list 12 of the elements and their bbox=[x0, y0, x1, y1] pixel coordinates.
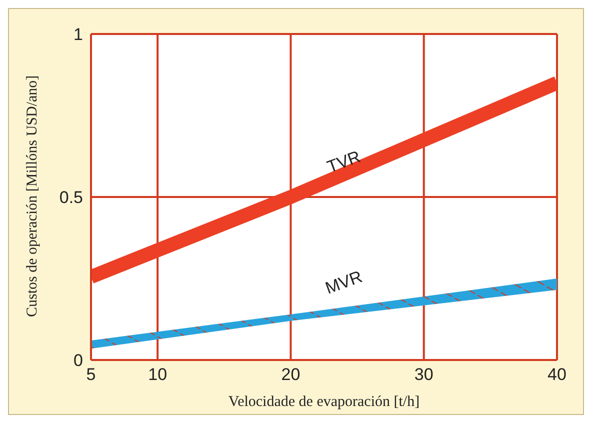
x-axis-title: Velocidade de evaporación [t/h] bbox=[228, 394, 420, 410]
y-tick-label: 1 bbox=[74, 25, 83, 44]
y-axis-title: Custos de operación [Millóns USD/ano] bbox=[24, 75, 40, 317]
y-tick-label: 0.5 bbox=[59, 188, 83, 208]
x-tick-label: 20 bbox=[281, 365, 300, 384]
text: TVR bbox=[324, 147, 364, 177]
text: MVR bbox=[322, 267, 365, 298]
x-tick-label: 30 bbox=[414, 365, 434, 384]
x-tick-label: 5 bbox=[86, 365, 96, 384]
x-tick-label: 40 bbox=[548, 365, 566, 384]
x-tick-label: 10 bbox=[148, 365, 168, 384]
y-tick-label: 0 bbox=[74, 351, 83, 370]
